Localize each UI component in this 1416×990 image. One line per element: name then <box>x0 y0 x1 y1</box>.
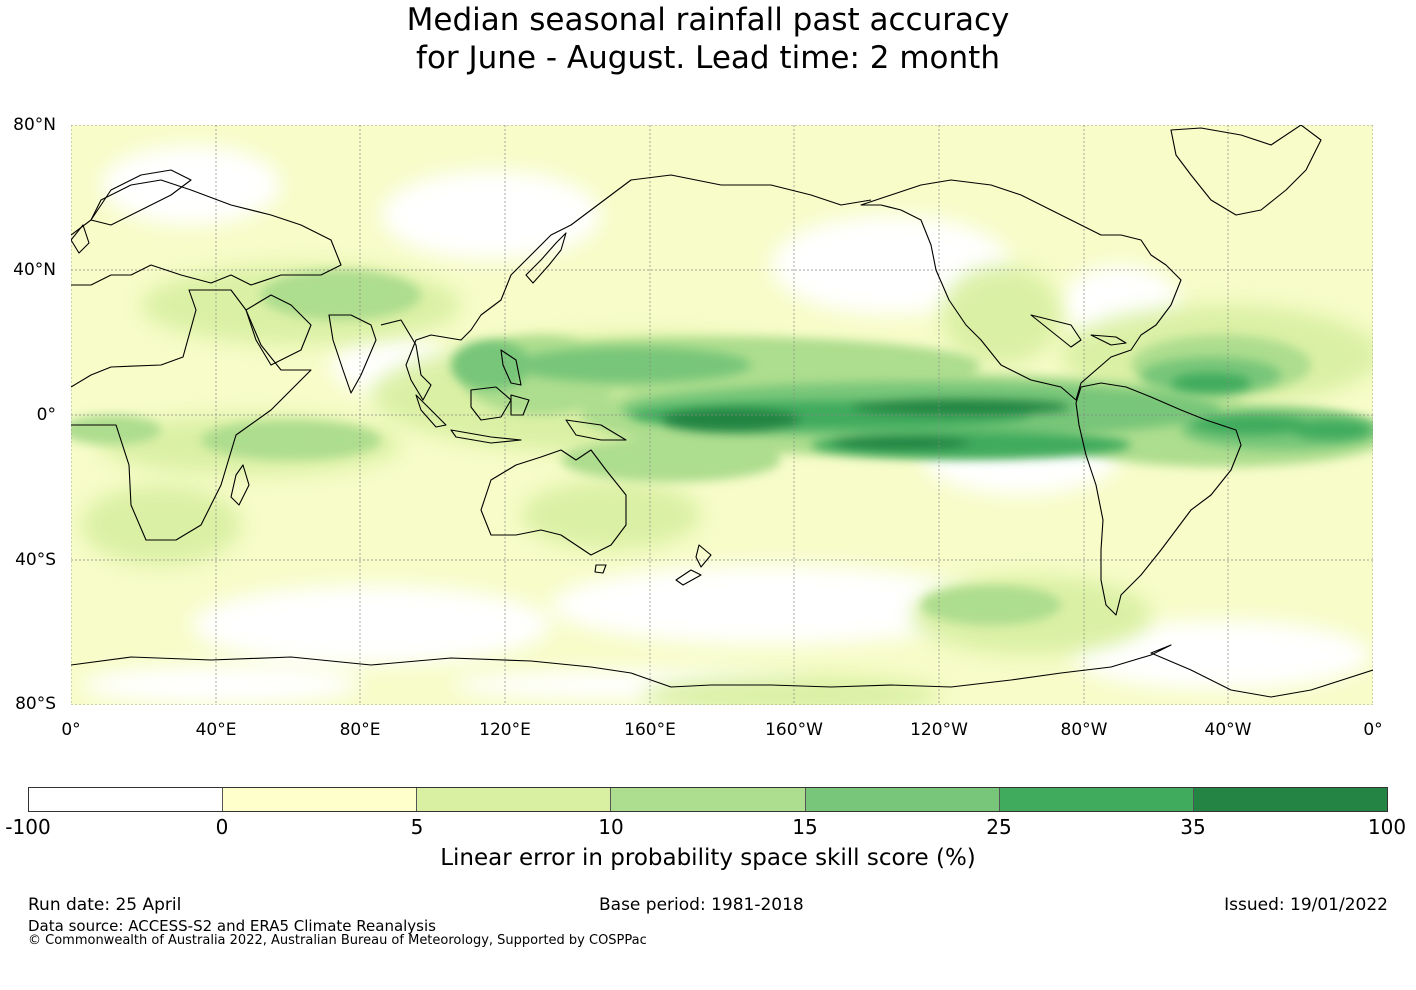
colorbar-segment <box>29 788 224 811</box>
colorbar-segment <box>1193 788 1387 811</box>
lon-label-120w: 120°W <box>910 720 968 740</box>
gulf-coast <box>1030 314 1082 348</box>
asia-coast <box>380 174 872 401</box>
lon-label-40e: 40°E <box>195 720 237 740</box>
scandinavia-coast <box>90 169 192 226</box>
colorbar-segment <box>611 788 806 811</box>
skill-field-peak-regions <box>631 373 1371 459</box>
map-title-line-1: Median seasonal rainfall past accuracy <box>406 2 1010 38</box>
colorbar-segment <box>999 788 1194 811</box>
philippines-coast <box>500 349 522 386</box>
run-date: Run date: 25 April <box>28 895 182 915</box>
base-period: Base period: 1981-2018 <box>599 895 804 915</box>
map-canvas <box>71 125 1373 705</box>
lat-label-80n: 80°N <box>13 115 56 135</box>
south-america-coast <box>1075 382 1242 616</box>
lon-label-80w: 80°W <box>1060 720 1108 740</box>
colorbar-tick: 25 <box>986 815 1012 839</box>
java-coast <box>450 429 522 444</box>
lat-label-equator: 0° <box>36 405 56 425</box>
arabia-coast <box>245 294 312 366</box>
skill-field-low-regions <box>81 145 1371 705</box>
lon-label-40w: 40°W <box>1204 720 1252 740</box>
issued-date: Issued: 19/01/2022 <box>1224 895 1388 915</box>
cuba-coast <box>1090 334 1127 346</box>
colorbar-tick: 0 <box>215 815 229 839</box>
india-coast <box>328 314 377 394</box>
japan-coast <box>525 232 567 284</box>
colorbar-tick: 5 <box>410 815 424 839</box>
antarctica-coast <box>71 644 1373 698</box>
sumatra-coast <box>415 394 447 428</box>
new-guinea-coast <box>565 419 627 441</box>
australia-coast <box>480 449 627 556</box>
north-america-coast <box>860 179 1182 401</box>
lon-label-160e: 160°E <box>624 720 676 740</box>
graticule <box>71 125 1373 705</box>
lon-label-120e: 120°E <box>479 720 531 740</box>
colorbar-segment <box>805 788 1000 811</box>
africa-coast <box>71 289 312 541</box>
new-zealand-coast <box>675 544 712 586</box>
lon-label-160w: 160°W <box>765 720 823 740</box>
greenland-coast <box>1170 125 1322 216</box>
colorbar-tick: 100 <box>1367 815 1407 839</box>
skill-score-map <box>71 125 1373 705</box>
colorbar-label: Linear error in probability space skill … <box>440 845 976 871</box>
lat-label-40s: 40°S <box>15 550 56 570</box>
lat-label-80s: 80°S <box>15 694 56 714</box>
colorbar-segment <box>223 788 418 811</box>
colorbar <box>28 787 1388 812</box>
lat-label-40n: 40°N <box>13 260 56 280</box>
colorbar-segment <box>417 788 612 811</box>
europe-coast <box>71 179 342 286</box>
borneo-coast <box>470 386 512 421</box>
lon-label-0: 0° <box>61 720 81 740</box>
colorbar-tick: 35 <box>1180 815 1206 839</box>
colorbar-tick: 15 <box>792 815 818 839</box>
lon-label-0-east: 0° <box>1363 720 1383 740</box>
tasmania-coast <box>594 564 607 574</box>
coastlines <box>71 125 1373 698</box>
data-source: Data source: ACCESS-S2 and ERA5 Climate … <box>28 917 436 935</box>
uk-coast <box>71 224 90 254</box>
map-title-line-2: for June - August. Lead time: 2 month <box>416 40 1000 76</box>
sulawesi-coast <box>510 394 530 416</box>
colorbar-tick: -100 <box>5 815 51 839</box>
madagascar-coast <box>230 464 250 506</box>
colorbar-tick: 10 <box>598 815 624 839</box>
lon-label-80e: 80°E <box>339 720 381 740</box>
copyright-notice: © Commonwealth of Australia 2022, Austra… <box>28 933 647 948</box>
